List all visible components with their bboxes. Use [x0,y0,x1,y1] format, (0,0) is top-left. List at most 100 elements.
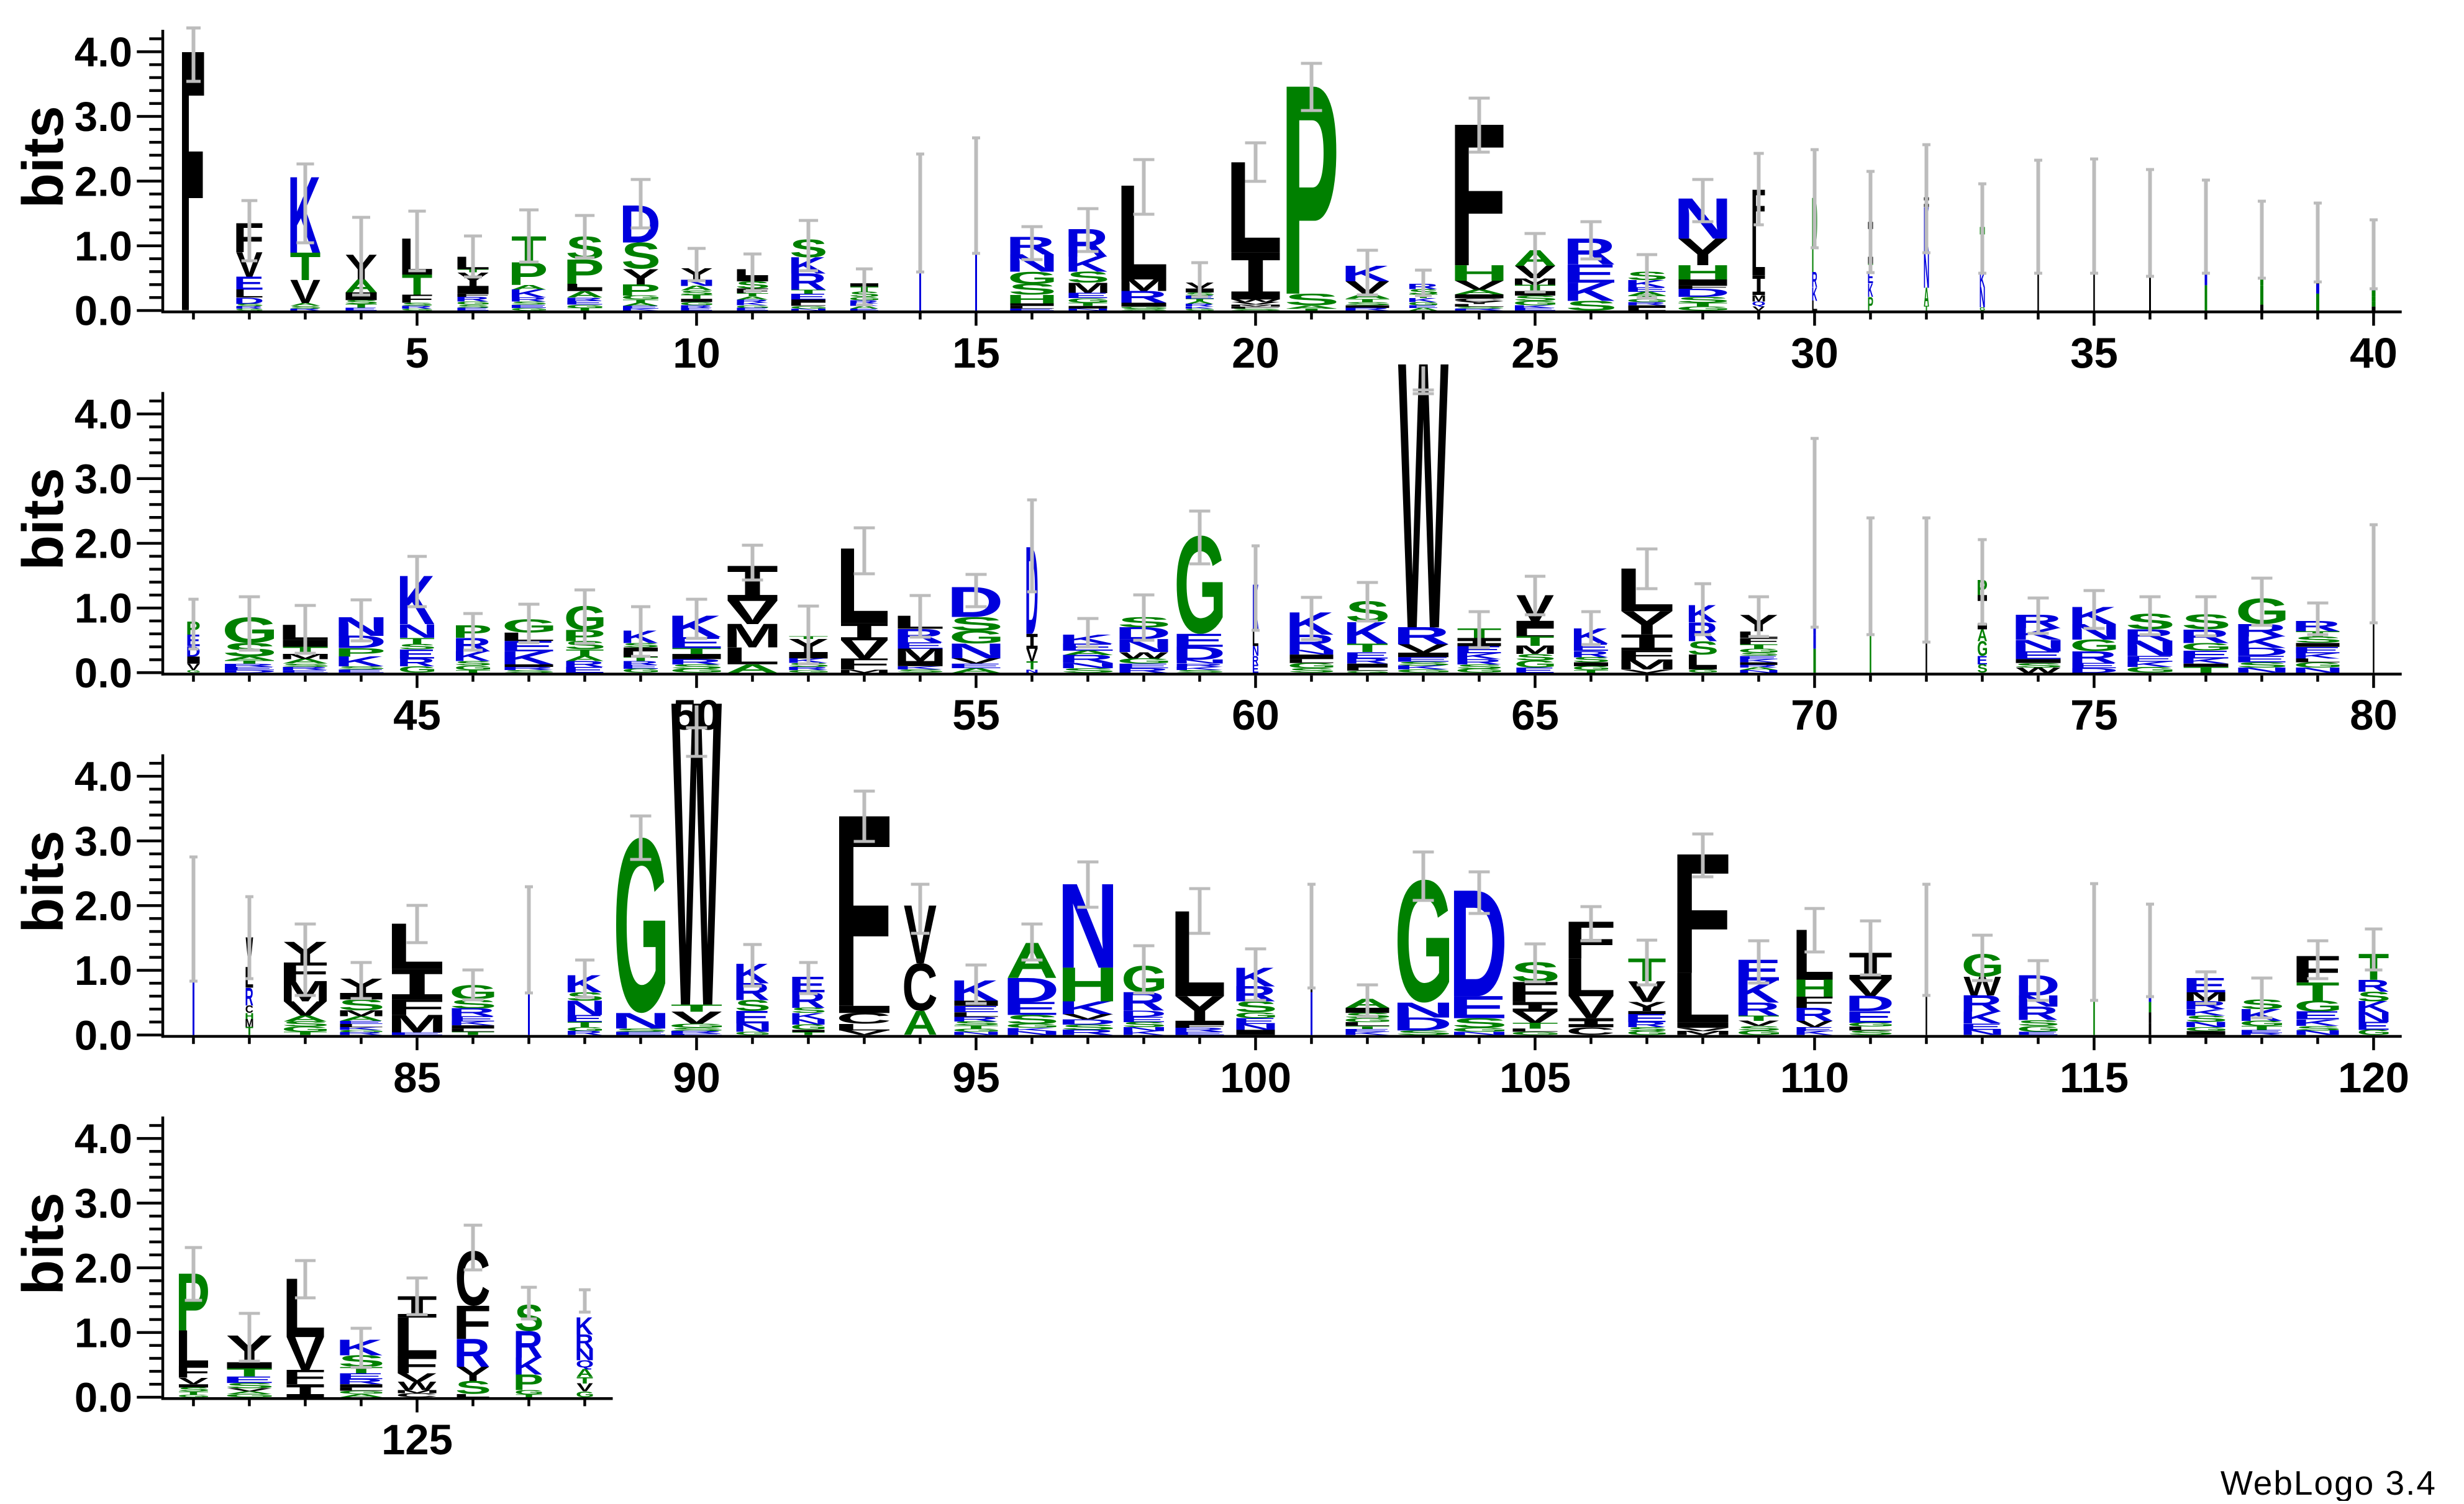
svg-text:W: W [1119,650,1168,661]
svg-text:G: G [952,1028,1002,1033]
svg-text:T: T [226,1366,273,1379]
svg-text:E: E [1512,666,1556,674]
svg-text:R: R [562,659,604,669]
svg-text:W: W [1231,299,1280,303]
svg-text:55: 55 [952,691,1000,739]
svg-text:G: G [734,1031,771,1036]
svg-text:R: R [453,1330,490,1375]
svg-text:G: G [1234,1011,1278,1020]
svg-text:V: V [283,997,327,1020]
svg-text:G: G [514,1389,544,1396]
svg-text:K: K [2234,633,2286,651]
svg-text:V: V [1026,645,1038,666]
svg-text:N: N [2292,1029,2344,1036]
svg-text:K: K [1341,1031,1389,1036]
svg-text:L: L [335,1023,385,1028]
svg-text:V: V [839,1029,890,1036]
svg-text:K: K [2291,652,2340,660]
svg-text:G: G [1980,307,1986,312]
svg-text:G: G [1510,1031,1562,1036]
svg-text:T: T [2241,1025,2283,1031]
svg-text:E: E [1002,998,1060,1019]
svg-text:T: T [737,292,769,297]
svg-text:E: E [949,1004,1001,1015]
svg-text:A: A [289,302,322,307]
svg-text:A: A [1285,304,1339,309]
svg-text:A: A [339,1015,384,1022]
svg-text:V: V [576,1381,593,1394]
svg-text:S: S [1122,1021,1166,1029]
svg-text:E: E [1392,656,1452,663]
svg-text:C: C [902,950,937,1025]
svg-text:L: L [1812,298,1818,314]
svg-text:E: E [335,1372,385,1381]
svg-text:K: K [1393,664,1450,671]
svg-text:T: T [1678,301,1728,307]
svg-text:D: D [1392,1013,1453,1035]
svg-text:R: R [678,304,713,309]
svg-text:G: G [1455,668,1505,674]
svg-text:H: H [1006,292,1059,306]
svg-text:S: S [455,1377,491,1398]
svg-text:E: E [619,305,661,309]
svg-text:F: F [1792,994,1835,1012]
svg-text:N: N [947,639,1006,663]
svg-text:E: E [1510,307,1558,312]
svg-text:F: F [398,292,434,305]
svg-text:C: C [836,1010,891,1027]
svg-text:R: R [287,308,321,311]
svg-text:G: G [2181,641,2232,653]
svg-text:H: H [1057,957,1119,1012]
svg-text:2.0: 2.0 [75,1245,132,1292]
svg-text:T: T [576,1375,593,1385]
svg-text:G: G [2357,1028,2391,1036]
svg-text:A: A [1062,650,1115,657]
svg-text:C: C [245,1003,253,1015]
svg-text:H: H [245,1011,254,1022]
svg-text:S: S [282,1020,330,1028]
svg-text:V: V [1512,1008,1558,1026]
svg-text:S: S [1395,1029,1452,1036]
svg-text:G: G [1117,657,1173,665]
svg-text:T: T [1512,1021,1558,1030]
svg-text:bits: bits [11,1192,75,1295]
svg-text:D: D [1171,643,1225,664]
svg-text:30: 30 [1791,329,1839,377]
svg-text:T: T [224,659,275,664]
svg-text:K: K [335,1026,383,1031]
svg-text:K: K [1119,1030,1165,1036]
svg-text:70: 70 [1791,691,1839,739]
svg-text:G: G [1007,268,1058,288]
svg-text:E: E [1342,650,1390,661]
svg-text:M: M [1513,643,1557,656]
svg-text:R: R [454,296,489,303]
svg-text:G: G [787,669,831,674]
svg-text:G: G [1512,299,1559,307]
svg-text:E: E [563,300,605,306]
svg-text:0.0: 0.0 [75,1375,132,1421]
svg-text:E: E [2122,654,2176,663]
svg-text:S: S [1060,1023,1116,1031]
svg-text:G: G [1066,297,1111,304]
svg-text:V: V [727,594,778,632]
svg-text:V: V [187,662,199,673]
svg-text:35: 35 [2070,329,2118,377]
svg-text:G: G [2294,997,2342,1015]
svg-text:R: R [667,658,722,666]
svg-text:K: K [1058,997,1114,1018]
svg-text:V: V [1062,1013,1114,1022]
svg-text:N: N [1064,308,1111,311]
svg-text:S: S [502,669,557,674]
svg-text:A: A [622,302,660,307]
svg-text:E: E [1624,1012,1668,1025]
svg-text:V: V [1398,641,1449,655]
svg-text:K: K [513,1352,542,1380]
svg-text:R: R [335,1031,383,1036]
svg-text:L: L [1507,1028,1560,1033]
svg-text:S: S [791,1007,827,1015]
svg-text:R: R [666,1030,723,1035]
svg-text:F: F [1672,284,1730,290]
svg-text:E: E [619,664,660,670]
svg-text:K: K [1812,284,1817,306]
svg-text:M: M [245,1017,253,1030]
